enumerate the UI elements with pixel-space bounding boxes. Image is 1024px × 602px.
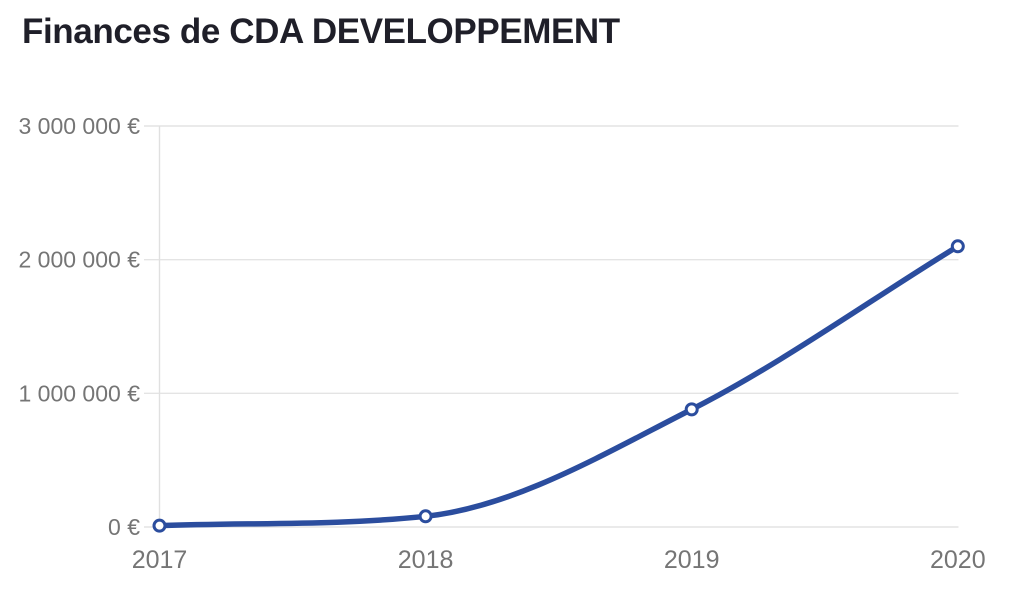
- x-axis-label: 2017: [132, 546, 188, 574]
- data-point-marker-2018[interactable]: [418, 509, 433, 524]
- y-axis-label: 1 000 000 €: [18, 380, 140, 406]
- data-point-marker-2020[interactable]: [950, 239, 965, 254]
- series-line: [156, 243, 961, 529]
- data-point-marker-2017[interactable]: [152, 518, 167, 533]
- y-axis-label: 2 000 000 €: [18, 247, 140, 273]
- x-axis-label: 2020: [930, 546, 986, 574]
- y-axis-label: 0 €: [108, 514, 140, 540]
- y-axis-label: 3 000 000 €: [18, 113, 140, 139]
- chart-title: Finances de CDA DEVELOPPEMENT: [22, 12, 620, 51]
- x-axis-label: 2018: [398, 546, 454, 574]
- x-axis-label: 2019: [664, 546, 720, 574]
- data-point-marker-2019[interactable]: [684, 402, 699, 417]
